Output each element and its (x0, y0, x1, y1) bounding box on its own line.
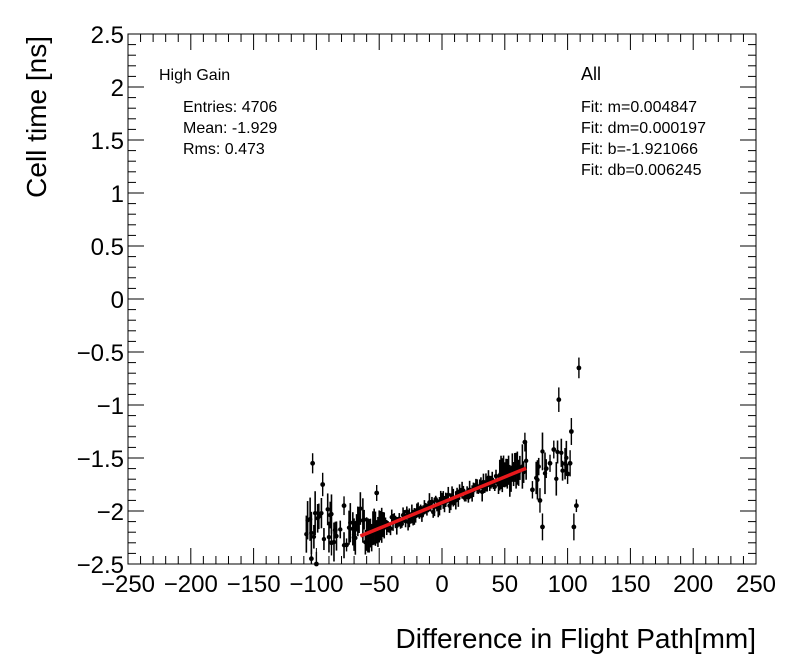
x-tick-label: −250 (101, 571, 155, 598)
x-tick-label: −150 (227, 571, 281, 598)
y-tick-label: 2.5 (91, 22, 124, 49)
outlier-point (543, 466, 549, 471)
y-tick-label: −2.5 (77, 552, 124, 579)
data-point (309, 530, 314, 536)
fit-b: Fit: b=-1.921066 (581, 141, 698, 158)
data-point (493, 473, 499, 479)
data-point (559, 450, 564, 455)
data-point (540, 449, 545, 454)
x-tick-label: −50 (359, 571, 400, 598)
outlier-point (576, 365, 582, 371)
outlier-point (374, 490, 380, 496)
x-tick-label: 200 (673, 571, 713, 598)
fit-line (359, 466, 527, 538)
y-tick-label: 0 (111, 287, 124, 314)
outlier-point (565, 471, 570, 477)
stats-rms: Rms: 0.473 (183, 141, 265, 158)
data-point (564, 455, 569, 461)
data-point (312, 510, 318, 516)
y-tick-label: 2 (111, 75, 124, 102)
fit-db: Fit: db=0.006245 (581, 162, 702, 179)
axis-ticks: −250 −200 −150 −100 −50 0 50 100 150 200 250 −2.5 −2… (77, 22, 776, 598)
data-point (429, 499, 435, 505)
outlier-point (329, 540, 334, 546)
outlier-point (344, 542, 349, 548)
data-point (446, 492, 451, 498)
stats-entries: Entries: 4706 (183, 99, 277, 116)
data-point (554, 476, 559, 482)
outlier-point (320, 482, 326, 487)
x-tick-label: 100 (548, 571, 588, 598)
data-points (304, 357, 582, 567)
x-tick-label: 0 (435, 571, 448, 598)
x-tick-label: −100 (289, 571, 343, 598)
fit-line-group (359, 466, 527, 538)
y-tick-label: 1.5 (91, 128, 124, 155)
y-tick-label: −1.5 (77, 446, 124, 473)
outlier-point (568, 429, 574, 434)
fit-dm: Fit: dm=0.000197 (581, 120, 706, 137)
outlier-point (530, 487, 535, 493)
outlier-point (537, 498, 543, 503)
x-tick-label: 250 (736, 571, 776, 598)
data-point (326, 534, 332, 540)
x-tick-label: −200 (164, 571, 218, 598)
stats-left-title: High Gain (159, 67, 230, 84)
data-point (361, 517, 367, 522)
outlier-point (316, 513, 322, 519)
y-tick-label: −0.5 (77, 340, 124, 367)
x-tick-label: 50 (491, 571, 518, 598)
y-tick-label: −1 (97, 393, 124, 420)
x-axis-title: Difference in Flight Path[mm] (395, 623, 756, 654)
data-point (492, 484, 497, 489)
y-tick-label: −2 (97, 499, 124, 526)
data-point (560, 468, 565, 473)
x-tick-label: 150 (610, 571, 650, 598)
outlier-point (332, 527, 338, 533)
data-point (325, 507, 330, 512)
outlier-point (540, 524, 545, 530)
data-point (329, 511, 334, 517)
data-point (348, 520, 353, 525)
outlier-point (547, 460, 553, 466)
data-point (358, 506, 363, 511)
y-tick-label: 1 (111, 181, 124, 208)
data-point (523, 458, 529, 463)
outlier-point (551, 447, 557, 452)
stats-right-title: All (581, 64, 601, 84)
data-point (388, 526, 393, 531)
data-point (479, 489, 485, 495)
data-point (321, 536, 327, 542)
outlier-point (556, 397, 562, 403)
data-point (535, 477, 540, 483)
outlier-point (567, 460, 573, 466)
data-point (536, 464, 541, 469)
outlier-point (308, 556, 314, 562)
data-point (319, 510, 324, 516)
stats-mean: Mean: -1.929 (183, 120, 277, 137)
outlier-point (314, 561, 319, 567)
outlier-point (571, 524, 577, 530)
outlier-point (522, 439, 528, 445)
outlier-point (351, 535, 357, 540)
y-axis-title: Cell time [ns] (21, 36, 52, 198)
data-point (311, 534, 317, 539)
outlier-point (310, 460, 316, 466)
data-point (404, 509, 410, 514)
y-tick-label: 0.5 (91, 234, 124, 261)
outlier-point (341, 503, 347, 509)
data-point (555, 449, 560, 455)
fit-m: Fit: m=0.004847 (581, 99, 697, 116)
data-point (338, 527, 343, 532)
outlier-point (573, 503, 579, 509)
